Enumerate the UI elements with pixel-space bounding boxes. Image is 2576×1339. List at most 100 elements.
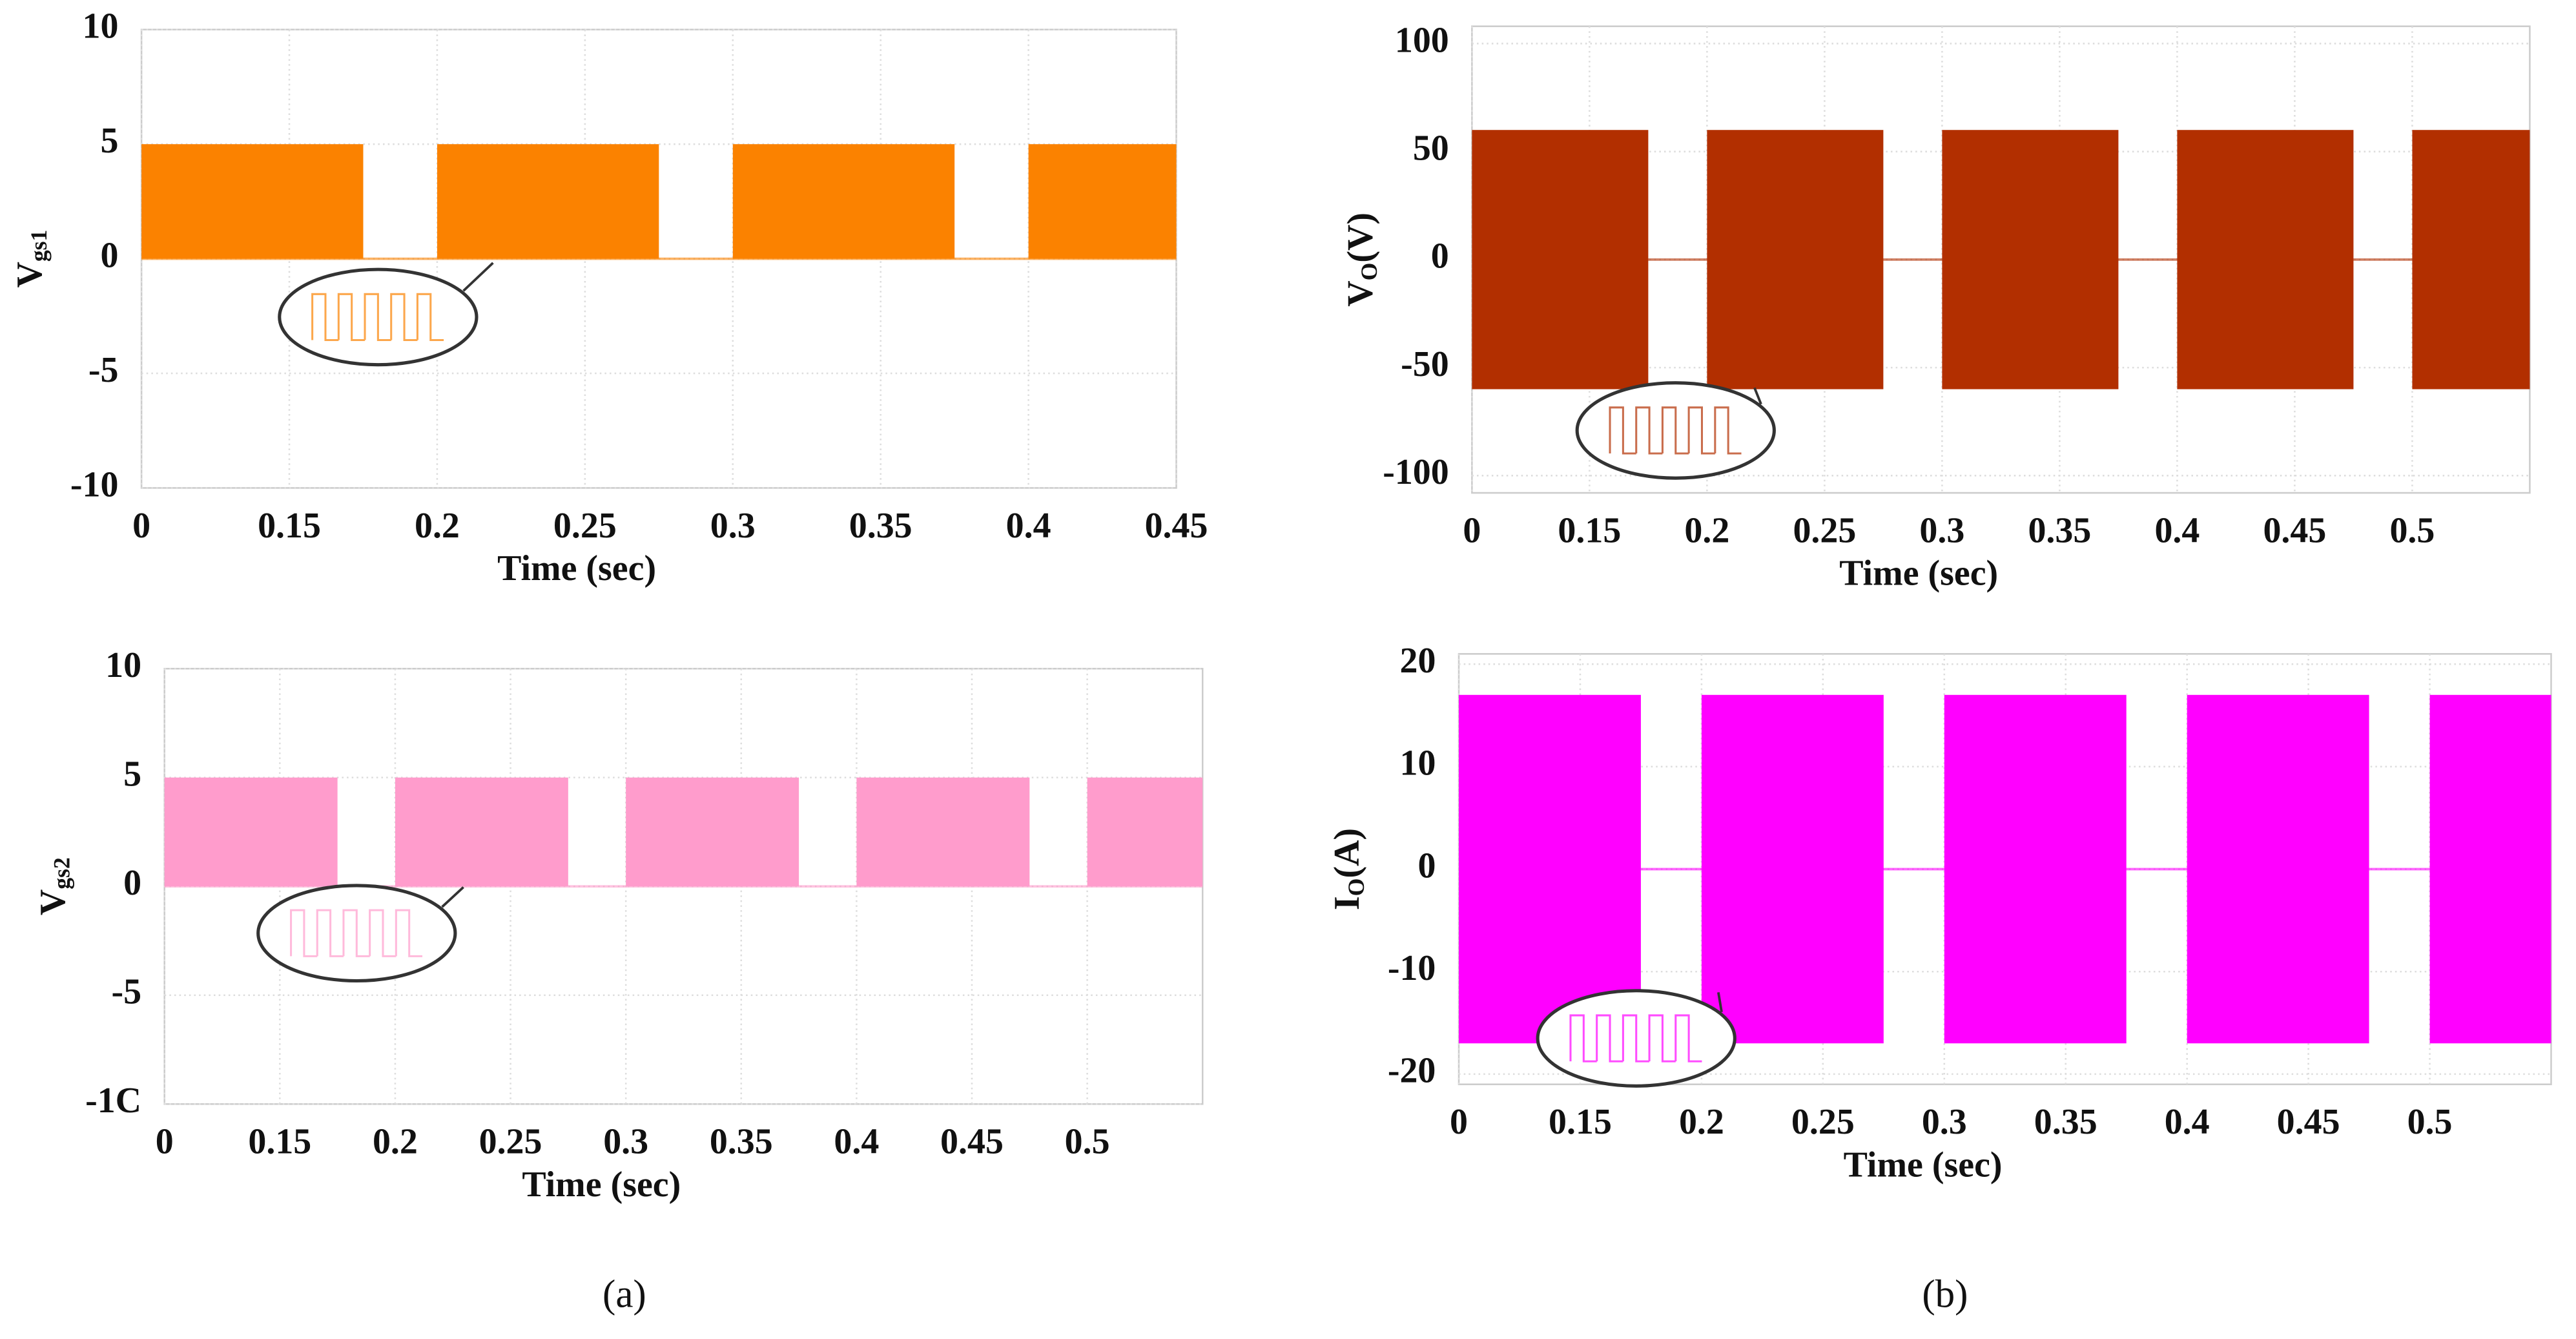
x-axis-label: Time (sec) (1844, 1145, 2003, 1185)
burst (2429, 694, 2551, 1044)
x-tick-label: 0.45 (2277, 1102, 2340, 1142)
x-tick-label: 0 (156, 1122, 174, 1162)
x-tick-label: 0.15 (258, 506, 321, 546)
inset-wave (1569, 1014, 1702, 1063)
x-tick-label: 0.2 (1684, 511, 1729, 551)
burst (1087, 777, 1203, 887)
x-tick-label: 0.25 (479, 1122, 542, 1162)
y-axis-label-part: gs1 (26, 230, 52, 262)
inset-pointer (1717, 991, 1723, 1013)
y-axis-label-part: V (10, 262, 50, 287)
x-axis-label: Time (sec) (1839, 554, 1998, 594)
x-tick-label: 0.15 (1558, 511, 1621, 551)
x-tick-label: 0.2 (415, 506, 460, 546)
burst (164, 777, 338, 887)
caption: (b) (1922, 1272, 1968, 1316)
x-tick-label: 0.35 (710, 1122, 773, 1162)
inset-pointer (462, 262, 494, 292)
y-axis-label: VO(V) (1340, 213, 1382, 307)
x-tick-label: 0.45 (1145, 506, 1208, 546)
y-tick-label: -100 (1383, 452, 1449, 492)
burst (2187, 694, 2369, 1044)
y-axis-label-part: gs2 (49, 857, 75, 889)
y-axis-label: Vgs1 (10, 230, 52, 288)
x-tick-label: 0.4 (1006, 506, 1051, 546)
x-tick-label: 0.4 (834, 1122, 879, 1162)
x-tick-label: 0.45 (2263, 511, 2326, 551)
y-axis-label-part: O (1356, 263, 1382, 281)
y-tick-label: 20 (1399, 641, 1436, 681)
y-tick-label: 0 (1431, 236, 1449, 276)
x-tick-label: 0.3 (1922, 1102, 1967, 1142)
burst (437, 144, 659, 259)
y-tick-label: 10 (1399, 743, 1436, 784)
y-tick-label: -5 (111, 972, 141, 1012)
y-tick-label: -10 (70, 464, 119, 504)
y-tick-label: 100 (1395, 20, 1449, 60)
inset-wave (311, 293, 444, 342)
y-axis-label-part: V (33, 889, 73, 915)
x-tick-label: 0.35 (2034, 1102, 2097, 1142)
y-axis-label-part: I (1327, 896, 1367, 910)
burst (856, 777, 1030, 887)
y-tick-label: 10 (105, 645, 141, 685)
x-tick-label: 0.15 (1549, 1102, 1612, 1142)
y-axis-label-part: O (1343, 878, 1369, 897)
y-tick-label: -10 (1388, 948, 1436, 988)
burst (732, 144, 955, 259)
y-tick-label: 10 (83, 6, 119, 47)
burst (1472, 130, 1649, 389)
burst (1707, 130, 1884, 389)
y-axis-label-part: (V) (1340, 213, 1380, 263)
burst (1942, 130, 2119, 389)
burst (626, 777, 799, 887)
x-axis-label: Time (sec) (522, 1165, 681, 1205)
burst (141, 144, 364, 259)
x-tick-label: 0.35 (849, 506, 912, 546)
inset-pointer (1753, 387, 1762, 405)
x-tick-label: 0.15 (248, 1122, 311, 1162)
x-tick-label: 0 (132, 506, 150, 546)
y-tick-label: -20 (1388, 1051, 1436, 1091)
y-tick-label: 0 (101, 235, 119, 275)
x-tick-label: 0.25 (1791, 1102, 1855, 1142)
x-tick-label: 0.25 (1793, 511, 1856, 551)
x-axis-label: Time (sec) (497, 548, 656, 588)
y-tick-label: 5 (101, 121, 119, 161)
y-axis-label: Vgs2 (33, 857, 75, 915)
burst (395, 777, 568, 887)
y-axis-label: IO(A) (1327, 828, 1369, 910)
x-tick-label: 0.2 (1679, 1102, 1724, 1142)
burst (2177, 130, 2354, 389)
x-tick-label: 0.5 (2407, 1102, 2453, 1142)
x-tick-label: 0.45 (940, 1122, 1004, 1162)
burst (1944, 694, 2127, 1044)
burst (1028, 144, 1177, 259)
y-tick-label: 0 (123, 863, 141, 903)
x-tick-label: 0.2 (373, 1122, 418, 1162)
burst (1701, 694, 1884, 1044)
x-tick-label: 0.25 (553, 506, 617, 546)
burst (2412, 130, 2530, 389)
x-tick-label: 0.4 (2154, 511, 2200, 551)
x-tick-label: 0 (1450, 1102, 1468, 1142)
y-axis-label-part: V (1340, 280, 1380, 306)
x-tick-label: 0.3 (1919, 511, 1964, 551)
y-tick-label: -50 (1401, 344, 1449, 384)
x-tick-label: 0.5 (1065, 1122, 1110, 1162)
y-tick-label: 50 (1413, 129, 1449, 169)
x-tick-label: 0.3 (603, 1122, 648, 1162)
inset-wave (1609, 406, 1742, 455)
y-tick-label: 5 (123, 754, 141, 794)
x-tick-label: 0.3 (710, 506, 756, 546)
y-tick-label: -5 (88, 350, 119, 390)
inset-wave (290, 909, 423, 957)
y-axis-label-part: (A) (1327, 828, 1367, 878)
y-tick-label: 0 (1417, 846, 1436, 886)
caption: (a) (603, 1272, 646, 1316)
x-tick-label: 0.5 (2389, 511, 2435, 551)
y-tick-label: -1C (85, 1081, 141, 1121)
x-tick-label: 0.35 (2028, 511, 2091, 551)
x-tick-label: 0 (1463, 511, 1481, 551)
